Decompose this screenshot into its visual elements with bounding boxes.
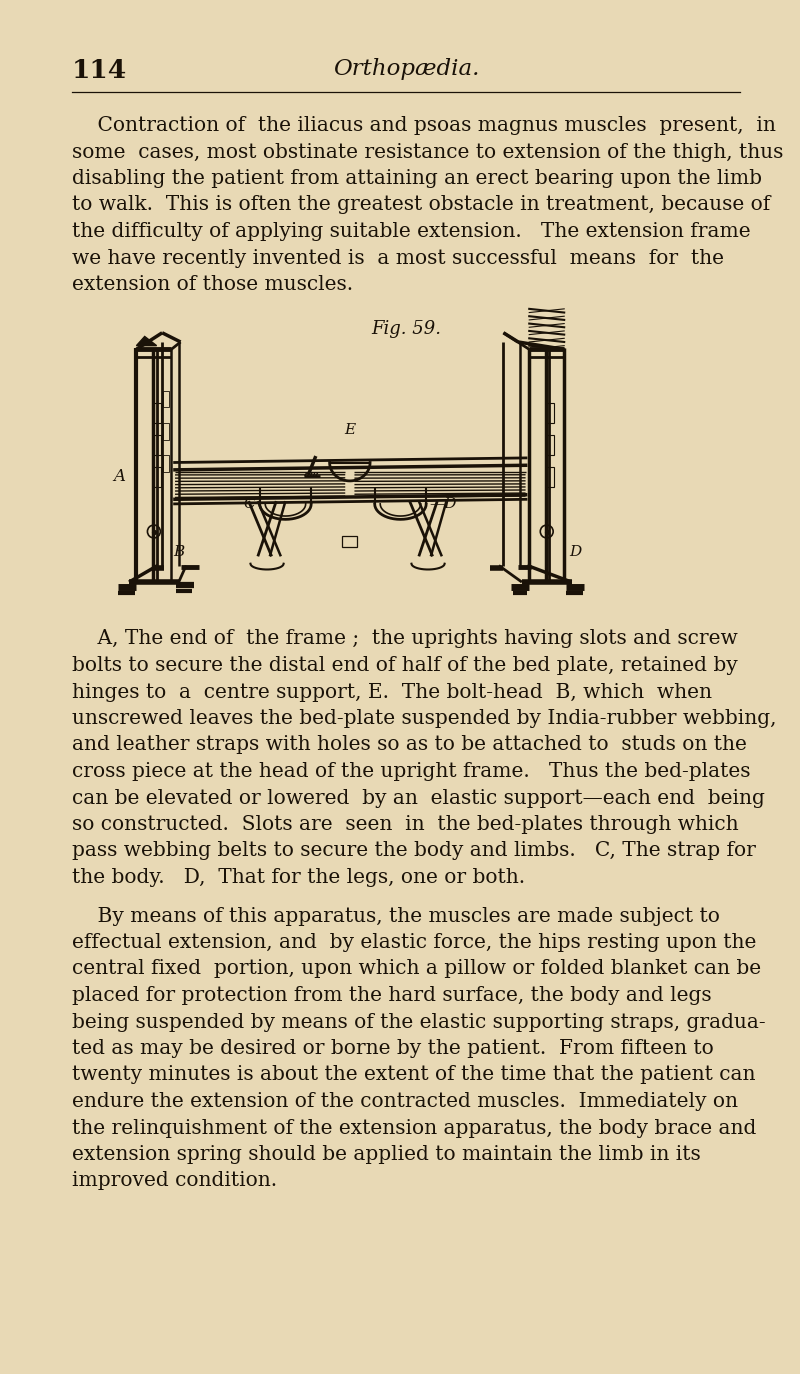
Text: the body.   D,  That for the legs, one or both.: the body. D, That for the legs, one or b…	[72, 868, 525, 888]
Text: A, The end of  the frame ;  the uprights having slots and screw: A, The end of the frame ; the uprights h…	[72, 629, 738, 649]
Polygon shape	[136, 337, 157, 346]
Text: and leather straps with holes so as to be attached to  studs on the: and leather straps with holes so as to b…	[72, 735, 747, 754]
Text: Orthopædia.: Orthopædia.	[333, 58, 479, 80]
Text: placed for protection from the hard surface, the body and legs: placed for protection from the hard surf…	[72, 987, 712, 1004]
Text: bolts to secure the distal end of half of the bed plate, retained by: bolts to secure the distal end of half o…	[72, 655, 738, 675]
Bar	[154, 467, 162, 488]
Bar	[546, 467, 554, 488]
Text: C: C	[243, 497, 255, 511]
Text: endure the extension of the contracted muscles.  Immediately on: endure the extension of the contracted m…	[72, 1092, 738, 1112]
Bar	[154, 403, 162, 423]
Text: pass webbing belts to secure the body and limbs.   C, The strap for: pass webbing belts to secure the body an…	[72, 841, 756, 860]
Text: some  cases, most obstinate resistance to extension of the thigh, thus: some cases, most obstinate resistance to…	[72, 143, 783, 162]
Text: unscrewed leaves the bed-plate suspended by India-rubber webbing,: unscrewed leaves the bed-plate suspended…	[72, 709, 777, 728]
Text: ted as may be desired or borne by the patient.  From fifteen to: ted as may be desired or borne by the pa…	[72, 1039, 714, 1058]
Text: Contraction of  the iliacus and psoas magnus muscles  present,  in: Contraction of the iliacus and psoas mag…	[72, 115, 776, 135]
Text: being suspended by means of the elastic supporting straps, gradua-: being suspended by means of the elastic …	[72, 1013, 766, 1032]
Text: A: A	[114, 467, 126, 485]
Text: we have recently invented is  a most successful  means  for  the: we have recently invented is a most succ…	[72, 249, 724, 268]
Text: cross piece at the head of the upright frame.   Thus the bed-plates: cross piece at the head of the upright f…	[72, 763, 750, 780]
Text: improved condition.: improved condition.	[72, 1172, 277, 1190]
Text: D: D	[570, 545, 582, 559]
Bar	[154, 436, 162, 455]
Text: the relinquishment of the extension apparatus, the body brace and: the relinquishment of the extension appa…	[72, 1118, 756, 1138]
Text: twenty minutes is about the extent of the time that the patient can: twenty minutes is about the extent of th…	[72, 1065, 755, 1084]
Bar	[163, 390, 169, 407]
Text: 114: 114	[72, 58, 127, 82]
Text: disabling the patient from attaining an erect bearing upon the limb: disabling the patient from attaining an …	[72, 169, 762, 188]
Text: to walk.  This is often the greatest obstacle in treatment, because of: to walk. This is often the greatest obst…	[72, 195, 770, 214]
Text: E: E	[344, 423, 355, 437]
Text: hinges to  a  centre support, E.  The bolt-head  B, which  when: hinges to a centre support, E. The bolt-…	[72, 683, 712, 702]
Bar	[163, 423, 169, 440]
Text: the difficulty of applying suitable extension.   The extension frame: the difficulty of applying suitable exte…	[72, 223, 750, 240]
Text: extension spring should be applied to maintain the limb in its: extension spring should be applied to ma…	[72, 1145, 701, 1164]
Text: so constructed.  Slots are  seen  in  the bed-plates through which: so constructed. Slots are seen in the be…	[72, 815, 738, 834]
Text: Fig. 59.: Fig. 59.	[371, 320, 441, 338]
Bar	[163, 455, 169, 471]
Text: —D: —D	[430, 497, 458, 511]
Text: central fixed  portion, upon which a pillow or folded blanket can be: central fixed portion, upon which a pill…	[72, 959, 761, 978]
Bar	[546, 436, 554, 455]
Text: extension of those muscles.: extension of those muscles.	[72, 275, 353, 294]
Bar	[342, 536, 358, 547]
Text: effectual extension, and  by elastic force, the hips resting upon the: effectual extension, and by elastic forc…	[72, 933, 756, 952]
Text: B: B	[173, 545, 185, 559]
Text: By means of this apparatus, the muscles are made subject to: By means of this apparatus, the muscles …	[72, 907, 720, 926]
Bar	[546, 403, 554, 423]
Text: can be elevated or lowered  by an  elastic support—each end  being: can be elevated or lowered by an elastic…	[72, 789, 765, 808]
